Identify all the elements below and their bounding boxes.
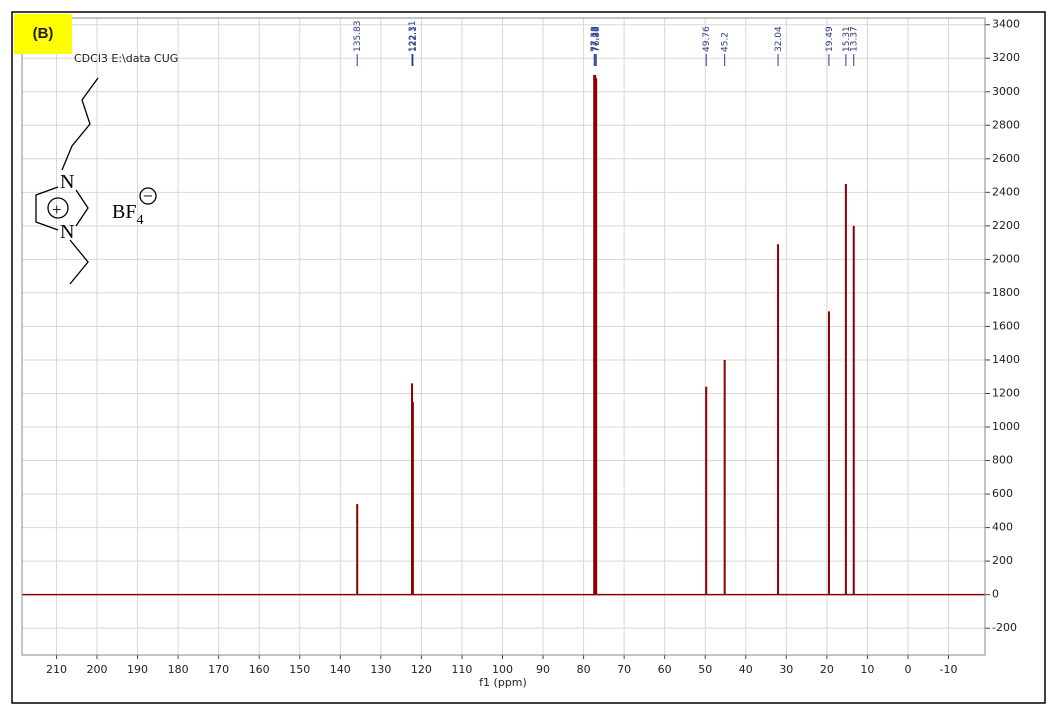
x-tick-label: 70 xyxy=(617,663,631,676)
x-tick-label: 130 xyxy=(370,663,391,676)
x-tick-label: -10 xyxy=(940,663,958,676)
x-tick-label: 200 xyxy=(87,663,108,676)
x-tick-label: 50 xyxy=(698,663,712,676)
peak-label: 32.04 xyxy=(774,26,784,52)
x-tick-label: 150 xyxy=(289,663,310,676)
y-tick-label: 2000 xyxy=(992,252,1020,265)
subtitle: CDCl3 E:\data CUG xyxy=(74,52,178,65)
peak-label: 135.83 xyxy=(353,21,363,53)
anion-charge-circle xyxy=(139,187,157,205)
y-tick-label: 1600 xyxy=(992,319,1020,332)
peak-label: 45.2 xyxy=(721,32,731,52)
ring-left xyxy=(35,186,59,231)
x-tick-label: 30 xyxy=(779,663,793,676)
x-tick-label: 110 xyxy=(451,663,472,676)
peak-label: 13.37 xyxy=(850,26,860,52)
panel-label-box xyxy=(14,14,72,54)
x-tick-label: 80 xyxy=(577,663,591,676)
y-tick-label: -200 xyxy=(992,621,1017,634)
y-tick-label: 2400 xyxy=(992,185,1020,198)
atom: N xyxy=(60,171,74,193)
anion-charge: − xyxy=(143,189,154,204)
y-tick-label: 3200 xyxy=(992,51,1020,64)
y-tick-label: 800 xyxy=(992,454,1013,467)
butyl-chain xyxy=(61,77,99,171)
x-tick-label: 40 xyxy=(739,663,753,676)
anion-formula: BF xyxy=(112,201,136,223)
charge: + xyxy=(52,200,62,219)
y-tick-label: 1800 xyxy=(992,286,1020,299)
x-tick-label: 160 xyxy=(249,663,270,676)
atom: N xyxy=(60,221,74,243)
x-tick-label: 0 xyxy=(904,663,911,676)
charge-circle xyxy=(47,197,69,219)
x-tick-label: 120 xyxy=(411,663,432,676)
x-tick-label: 10 xyxy=(860,663,874,676)
y-tick-label: 2600 xyxy=(992,152,1020,165)
y-tick-label: 600 xyxy=(992,487,1013,500)
peak-label: 19.49 xyxy=(825,26,835,52)
peak-label: 77.13 xyxy=(591,26,601,52)
y-tick-label: 0 xyxy=(992,588,999,601)
peak-label: 122.31 xyxy=(408,21,418,53)
ethyl-chain xyxy=(69,239,89,285)
peak-label: 49.76 xyxy=(702,26,712,52)
x-tick-label: 100 xyxy=(492,663,513,676)
x-tick-label: 180 xyxy=(168,663,189,676)
x-tick-label: 60 xyxy=(658,663,672,676)
y-tick-label: 400 xyxy=(992,521,1013,534)
peak-label: 76.88 xyxy=(592,26,602,52)
y-tick-label: 2200 xyxy=(992,219,1020,232)
plot-area: 210 200 190 180 170 160 150 140 130 120 110 100 90 80… xyxy=(22,18,1020,676)
frame xyxy=(11,11,1046,704)
x-tick-label: 190 xyxy=(127,663,148,676)
structure: N N + BF4 − xyxy=(35,77,157,285)
panel-label: (B) xyxy=(33,25,54,42)
x-tick-label: 90 xyxy=(536,663,550,676)
y-tick-label: 200 xyxy=(992,554,1013,567)
y-tick-label: 3400 xyxy=(992,18,1020,31)
peak-label: 77.38 xyxy=(590,26,600,52)
y-tick-label: 1000 xyxy=(992,420,1020,433)
x-tick-label: 210 xyxy=(46,663,67,676)
anion: BF4 xyxy=(112,201,143,228)
x-tick-label: 170 xyxy=(208,663,229,676)
x-tick-label: 140 xyxy=(330,663,351,676)
y-tick-label: 2800 xyxy=(992,118,1020,131)
peak-label: 15.31 xyxy=(842,26,852,52)
peak-label: 122.1 xyxy=(409,26,419,52)
anion-subscript: 4 xyxy=(136,213,143,228)
y-tick-label: 1200 xyxy=(992,386,1020,399)
x-axis-label: f1 (ppm) xyxy=(479,676,527,689)
x-tick-label: 20 xyxy=(820,663,834,676)
y-tick-label: 1400 xyxy=(992,353,1020,366)
ring-right xyxy=(75,189,89,227)
plot-border xyxy=(21,17,986,656)
y-tick-label: 3000 xyxy=(992,85,1020,98)
